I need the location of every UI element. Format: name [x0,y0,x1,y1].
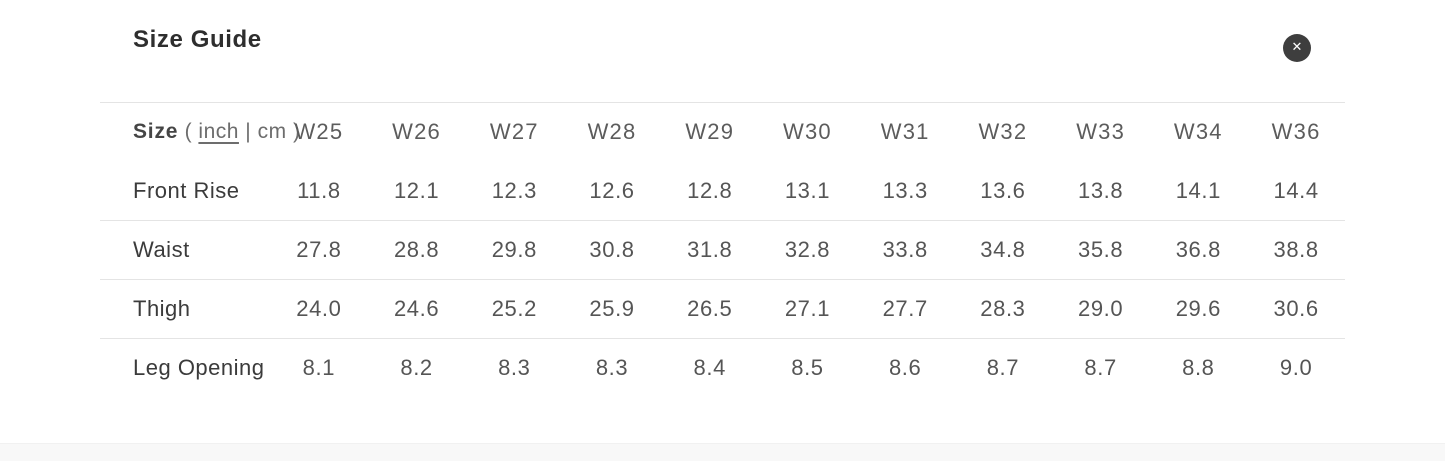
measurement-label: Leg Opening [133,355,265,381]
measurement-value: 14.1 [1175,177,1221,203]
modal-header: Size Guide ✕ [0,0,1445,102]
measurement-value: 8.1 [302,355,336,381]
size-column-header: W27 [489,119,539,145]
measurement-row: Front Rise 11.8 12.1 12.3 12.6 12.8 13.1 13.3 13… [100,162,1345,221]
unit-separator: | [245,120,252,144]
measurement-value: 8.2 [400,355,433,381]
size-column-header: W32 [978,119,1028,145]
measurement-value: 9.0 [1279,355,1313,381]
page-title: Size Guide [133,26,262,53]
size-unit-header: Size ( inch | cm ) [100,103,300,162]
measurement-value: 12.8 [687,177,733,203]
measurement-value: 36.8 [1175,237,1221,262]
measurement-value: 25.9 [589,296,635,321]
size-column-header: W34 [1173,119,1223,145]
measurement-value: 13.1 [784,177,831,203]
size-column-header: W33 [1076,119,1126,145]
measurement-value: 35.8 [1078,237,1124,262]
size-column-header: W25 [294,119,344,145]
size-column-header: W36 [1271,119,1321,145]
measurement-value: 29.0 [1078,296,1124,321]
measurement-row: Waist 27.8 28.8 29.8 30.8 31.8 32.8 33.8 34.8 35.… [100,221,1345,280]
measurement-row: Leg Opening 8.1 8.2 8.3 8.3 8.4 8.5 8.6 8.7 8.7 8.… [100,339,1345,398]
size-table-container: Size ( inch | cm ) W25 W26 W27 W28 W29 W30 W31… [100,102,1345,398]
measurement-value: 8.7 [986,355,1020,381]
measurement-value: 30.6 [1273,296,1319,321]
measurement-value: 14.4 [1273,177,1319,203]
measurement-value: 8.7 [1084,355,1117,381]
unit-close-paren: ) [292,120,301,144]
measurement-value: 38.8 [1273,237,1319,262]
measurement-value: 8.6 [888,355,922,381]
measurement-row: Thigh 24.0 24.6 25.2 25.9 26.5 27.1 27.7 28.3 29.… [100,280,1345,339]
measurement-value: 8.4 [693,355,726,381]
measurement-value: 13.8 [1078,177,1124,203]
measurement-value: 8.3 [595,355,629,381]
measurement-value: 12.6 [589,177,635,203]
measurement-value: 13.3 [882,177,928,203]
measurement-value: 32.8 [784,237,831,262]
size-guide-modal: Size Guide ✕ Size ( inch | cm ) W25 W26 W2… [0,0,1445,398]
size-column-header: W30 [783,119,832,145]
measurement-value: 33.8 [882,237,928,262]
measurement-value: 29.6 [1175,296,1221,321]
measurement-value: 8.3 [498,355,531,381]
unit-toggle-inch[interactable]: inch [198,120,239,144]
close-button[interactable]: ✕ [1283,34,1311,62]
measurement-value: 28.3 [980,296,1026,321]
measurement-value: 26.5 [687,296,733,321]
unit-open-paren: ( [184,120,193,144]
measurement-value: 24.0 [296,296,342,321]
measurement-label: Waist [133,237,190,262]
size-label: Size [133,120,179,144]
size-header-row: Size ( inch | cm ) W25 W26 W27 W28 W29 W30 W31… [100,102,1345,162]
measurement-value: 12.1 [393,177,440,203]
size-table: Size ( inch | cm ) W25 W26 W27 W28 W29 W30 W31… [100,102,1345,398]
measurement-value: 29.8 [491,237,537,262]
measurement-value: 31.8 [687,237,733,262]
measurement-value: 34.8 [980,237,1026,262]
measurement-value: 28.8 [393,237,440,262]
measurement-label: Thigh [133,296,191,321]
measurement-label: Front Rise [133,177,240,203]
measurement-value: 27.7 [882,296,928,321]
page-background-band [0,443,1445,461]
measurement-value: 27.8 [296,237,342,262]
measurement-value: 30.8 [589,237,635,262]
size-column-header: W28 [587,119,637,145]
measurement-value: 11.8 [297,177,341,203]
measurement-value: 24.6 [393,296,440,321]
measurement-value: 8.5 [791,355,824,381]
size-column-header: W29 [685,119,735,145]
size-column-header: W31 [880,119,930,145]
measurement-value: 27.1 [784,296,831,321]
measurement-value: 12.3 [491,177,537,203]
close-icon: ✕ [1291,40,1303,55]
measurement-value: 8.8 [1182,355,1215,381]
size-column-header: W26 [392,119,441,145]
unit-toggle-cm[interactable]: cm [257,120,287,144]
size-table-body: Front Rise 11.8 12.1 12.3 12.6 12.8 13.1 13.3 13… [100,162,1345,398]
measurement-value: 25.2 [491,296,537,321]
measurement-value: 13.6 [980,177,1026,203]
